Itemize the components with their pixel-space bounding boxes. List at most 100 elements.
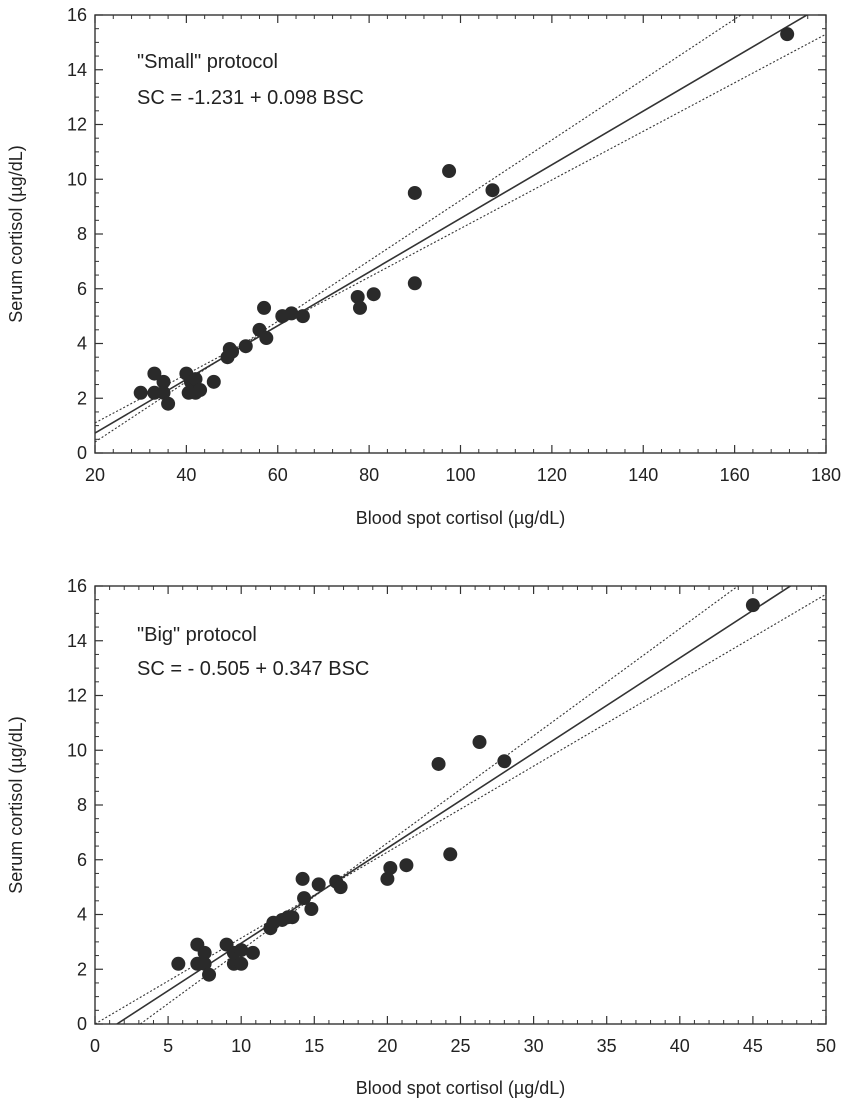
data-point xyxy=(147,366,162,381)
confidence-band-line xyxy=(95,33,826,424)
x-tick-label: 10 xyxy=(231,1036,251,1056)
data-point xyxy=(383,860,398,875)
data-point xyxy=(295,871,310,886)
y-tick-label: 10 xyxy=(67,740,87,760)
data-point xyxy=(188,372,203,387)
y-tick-label: 0 xyxy=(77,1014,87,1034)
x-tick-label: 120 xyxy=(537,465,567,485)
y-tick-label: 12 xyxy=(67,115,87,135)
y-tick-label: 4 xyxy=(77,334,87,354)
data-point xyxy=(497,754,512,769)
confidence-band-line xyxy=(95,15,742,443)
data-point xyxy=(407,185,422,200)
y-tick-label: 2 xyxy=(77,388,87,408)
data-point xyxy=(366,287,381,302)
data-point xyxy=(745,598,760,613)
x-tick-label: 20 xyxy=(377,1036,397,1056)
data-point xyxy=(380,871,395,886)
x-tick-label: 180 xyxy=(811,465,841,485)
x-axis-title: Blood spot cortisol (µg/dL) xyxy=(356,1078,565,1098)
data-point xyxy=(352,300,367,315)
data-point xyxy=(257,300,272,315)
data-point xyxy=(234,956,249,971)
x-tick-label: 5 xyxy=(163,1036,173,1056)
x-tick-label: 50 xyxy=(816,1036,836,1056)
x-tick-label: 100 xyxy=(445,465,475,485)
x-tick-label: 40 xyxy=(176,465,196,485)
data-point xyxy=(442,164,457,179)
data-point xyxy=(161,396,176,411)
data-point xyxy=(399,858,414,873)
chart-panel-1: 20 40 60 80 100 120 140 160 180 0 2 4 6 8 10 12 14 16 Bloo… xyxy=(6,5,841,528)
data-point xyxy=(350,289,365,304)
data-point xyxy=(156,385,171,400)
x-axis-title: Blood spot cortisol (µg/dL) xyxy=(356,508,565,528)
x-tick-label: 30 xyxy=(524,1036,544,1056)
data-point xyxy=(234,943,249,958)
data-point xyxy=(156,374,171,389)
data-point xyxy=(225,344,240,359)
confidence-band-line xyxy=(95,593,826,1024)
data-point xyxy=(193,383,208,398)
confidence-band-line xyxy=(139,586,739,1024)
y-tick-label: 8 xyxy=(77,795,87,815)
x-tick-label: 160 xyxy=(720,465,750,485)
y-tick-label: 14 xyxy=(67,631,87,651)
protocol-label: "Small" protocol xyxy=(137,51,278,73)
x-tick-label: 20 xyxy=(85,465,105,485)
data-point xyxy=(443,847,458,862)
y-axis-title: Serum cortisol (µg/dL) xyxy=(6,716,26,893)
regression-line xyxy=(95,15,809,434)
y-tick-label: 14 xyxy=(67,60,87,80)
data-point xyxy=(197,945,212,960)
y-tick-label: 12 xyxy=(67,686,87,706)
x-tick-label: 40 xyxy=(670,1036,690,1056)
x-tick-label: 15 xyxy=(304,1036,324,1056)
data-point xyxy=(171,956,186,971)
data-point xyxy=(407,276,422,291)
data-point xyxy=(284,306,299,321)
data-point xyxy=(280,910,295,925)
chart-panel-2: 0 5 10 15 20 25 30 35 40 45 50 0 2 4 6 8 10 12 14 16 Blood s… xyxy=(6,576,836,1098)
data-point xyxy=(206,374,221,389)
x-tick-label: 45 xyxy=(743,1036,763,1056)
protocol-label: "Big" protocol xyxy=(137,624,257,646)
y-tick-label: 4 xyxy=(77,905,87,925)
data-point xyxy=(485,183,500,198)
data-point xyxy=(202,967,217,982)
data-point xyxy=(431,756,446,771)
x-tick-label: 0 xyxy=(90,1036,100,1056)
y-tick-label: 16 xyxy=(67,5,87,25)
data-point xyxy=(295,309,310,324)
data-point xyxy=(304,902,319,917)
x-tick-label: 60 xyxy=(268,465,288,485)
y-tick-label: 8 xyxy=(77,224,87,244)
data-point xyxy=(333,880,348,895)
data-point xyxy=(311,877,326,892)
data-point xyxy=(780,27,795,42)
y-tick-label: 2 xyxy=(77,959,87,979)
data-point xyxy=(297,891,312,906)
y-tick-label: 0 xyxy=(77,443,87,463)
x-tick-label: 25 xyxy=(450,1036,470,1056)
y-tick-label: 16 xyxy=(67,576,87,596)
regression-equation: SC = -1.231 + 0.098 BSC xyxy=(137,87,364,109)
regression-equation: SC = - 0.505 + 0.347 BSC xyxy=(137,658,369,680)
y-tick-label: 10 xyxy=(67,169,87,189)
x-tick-label: 140 xyxy=(628,465,658,485)
data-point xyxy=(238,339,253,354)
y-tick-label: 6 xyxy=(77,279,87,299)
data-points xyxy=(171,598,760,982)
data-point xyxy=(245,945,260,960)
y-axis-title: Serum cortisol (µg/dL) xyxy=(6,145,26,322)
x-tick-label: 80 xyxy=(359,465,379,485)
data-point xyxy=(472,735,487,750)
regression-lines xyxy=(95,15,826,443)
y-tick-label: 6 xyxy=(77,850,87,870)
data-point xyxy=(259,331,274,346)
data-points xyxy=(133,27,795,411)
data-point xyxy=(133,385,148,400)
x-tick-label: 35 xyxy=(597,1036,617,1056)
data-point xyxy=(197,956,212,971)
